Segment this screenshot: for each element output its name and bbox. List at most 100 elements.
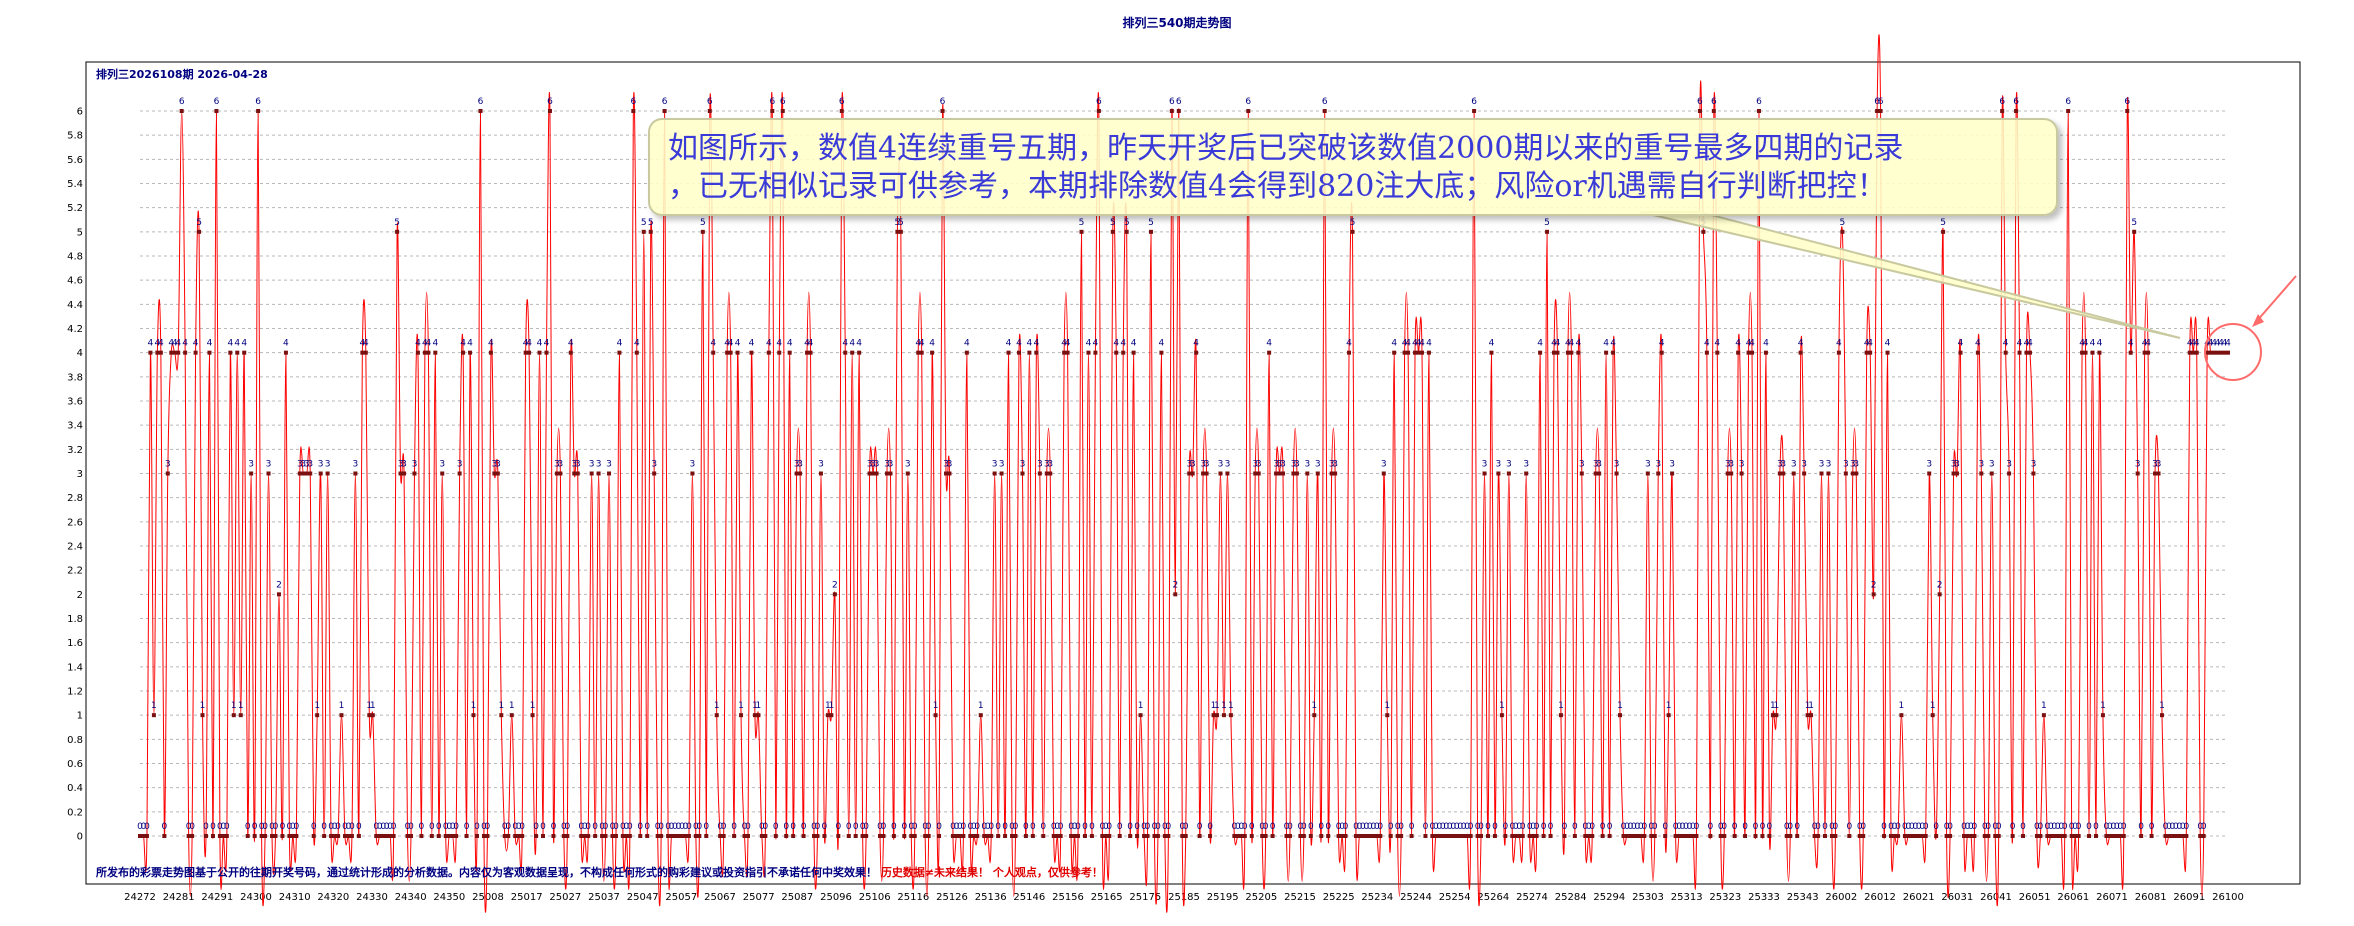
data-label-552: 0 [2055, 822, 2061, 832]
data-point-222 [909, 834, 914, 838]
data-label-565: 1 [2100, 701, 2106, 711]
data-label-304: 4 [1193, 339, 1199, 349]
data-label-406: 0 [1548, 822, 1554, 832]
data-point-360 [1388, 834, 1393, 838]
data-label-422: 4 [1603, 339, 1609, 349]
data-label-34: 6 [255, 97, 261, 107]
data-point-514 [1923, 834, 1928, 838]
data-point-601 [2226, 350, 2230, 355]
data-point-106 [506, 834, 511, 838]
data-label-61: 0 [349, 822, 355, 832]
data-point-448 [1694, 834, 1699, 838]
y-tick-label-3: 0.6 [67, 759, 83, 770]
data-label-144: 0 [637, 822, 643, 832]
data-label-581: 3 [2156, 460, 2162, 470]
data-point-227 [926, 834, 931, 838]
data-label-53: 0 [321, 822, 327, 832]
data-label-160: 0 [693, 822, 699, 832]
data-label-297: 6 [1169, 97, 1175, 107]
data-label-542: 0 [2020, 822, 2026, 832]
data-point-483 [1816, 834, 1821, 838]
data-label-8: 3 [165, 460, 171, 470]
data-point-590 [2187, 350, 2192, 355]
data-label-64: 4 [359, 339, 365, 349]
data-point-453 [1711, 109, 1716, 113]
data-point-55 [329, 834, 334, 838]
data-point-245 [989, 834, 994, 838]
data-label-601: 4 [2225, 339, 2231, 349]
data-label-113: 1 [530, 701, 536, 711]
data-point-307 [1204, 471, 1209, 476]
data-point-70 [381, 834, 386, 838]
data-label-381: 0 [1461, 822, 1467, 832]
data-label-269: 0 [1072, 822, 1078, 832]
data-point-320 [1249, 834, 1254, 838]
data-point-444 [1680, 834, 1685, 838]
data-label-417: 0 [1586, 822, 1592, 832]
data-point-439 [1663, 834, 1668, 838]
data-point-535 [1996, 834, 2001, 838]
data-point-507 [1899, 713, 1904, 718]
data-label-391: 3 [1496, 460, 1502, 470]
data-point-563 [2093, 834, 2098, 838]
data-point-522 [1951, 471, 1956, 476]
data-point-388 [1485, 834, 1490, 838]
data-point-115 [537, 350, 542, 355]
data-point-289 [1142, 834, 1147, 838]
data-point-479 [1802, 471, 1807, 476]
data-point-28 [235, 350, 240, 355]
data-label-112: 4 [526, 339, 532, 349]
data-point-459 [1732, 834, 1737, 838]
data-point-226 [923, 834, 928, 838]
data-label-226: 0 [922, 822, 928, 832]
data-label-328: 3 [1277, 460, 1283, 470]
data-label-558: 0 [2076, 822, 2082, 832]
data-point-156 [679, 834, 684, 838]
data-point-29 [238, 713, 243, 718]
data-point-242 [978, 713, 983, 718]
data-point-190 [798, 471, 803, 476]
data-point-400 [1527, 834, 1532, 838]
data-point-2 [144, 834, 149, 838]
data-point-456 [1722, 834, 1727, 838]
data-label-178: 1 [756, 701, 762, 711]
data-label-462: 0 [1742, 822, 1748, 832]
data-point-415 [1579, 471, 1584, 476]
data-label-225: 4 [919, 339, 925, 349]
data-label-122: 0 [561, 822, 567, 832]
data-label-425: 3 [1614, 460, 1620, 470]
data-point-503 [1885, 350, 1890, 355]
data-point-11 [176, 350, 181, 355]
data-point-510 [1909, 834, 1914, 838]
data-label-51: 1 [314, 701, 320, 711]
data-point-75 [398, 471, 403, 476]
data-label-25: 0 [224, 822, 230, 832]
data-point-82 [422, 350, 427, 355]
data-point-290 [1145, 834, 1150, 838]
data-label-387: 3 [1482, 460, 1488, 470]
data-point-52 [318, 471, 323, 476]
data-point-403 [1538, 350, 1543, 355]
disclaimer: 所发布的彩票走势图基于公开的往期开奖号码，通过统计形成的分析数据。内容仅为客观数… [96, 864, 1103, 880]
data-point-489 [1836, 350, 1841, 355]
data-label-427: 0 [1621, 822, 1627, 832]
data-point-422 [1604, 350, 1609, 355]
data-point-407 [1552, 350, 1556, 355]
data-point-539 [2010, 834, 2015, 838]
data-label-466: 6 [1756, 97, 1762, 107]
data-point-64 [360, 350, 365, 355]
data-point-463 [1746, 350, 1751, 355]
data-point-591 [2191, 350, 2196, 355]
data-point-595 [2205, 350, 2210, 355]
data-point-101 [488, 350, 493, 355]
data-point-309 [1211, 713, 1216, 718]
data-point-513 [1920, 834, 1925, 838]
data-point-25 [224, 834, 229, 838]
data-point-177 [752, 713, 757, 718]
data-point-521 [1948, 834, 1953, 838]
data-label-268: 0 [1068, 822, 1074, 832]
data-point-164 [707, 109, 712, 113]
data-point-47 [301, 471, 306, 476]
data-label-426: 1 [1617, 701, 1623, 711]
data-label-330: 0 [1284, 822, 1290, 832]
